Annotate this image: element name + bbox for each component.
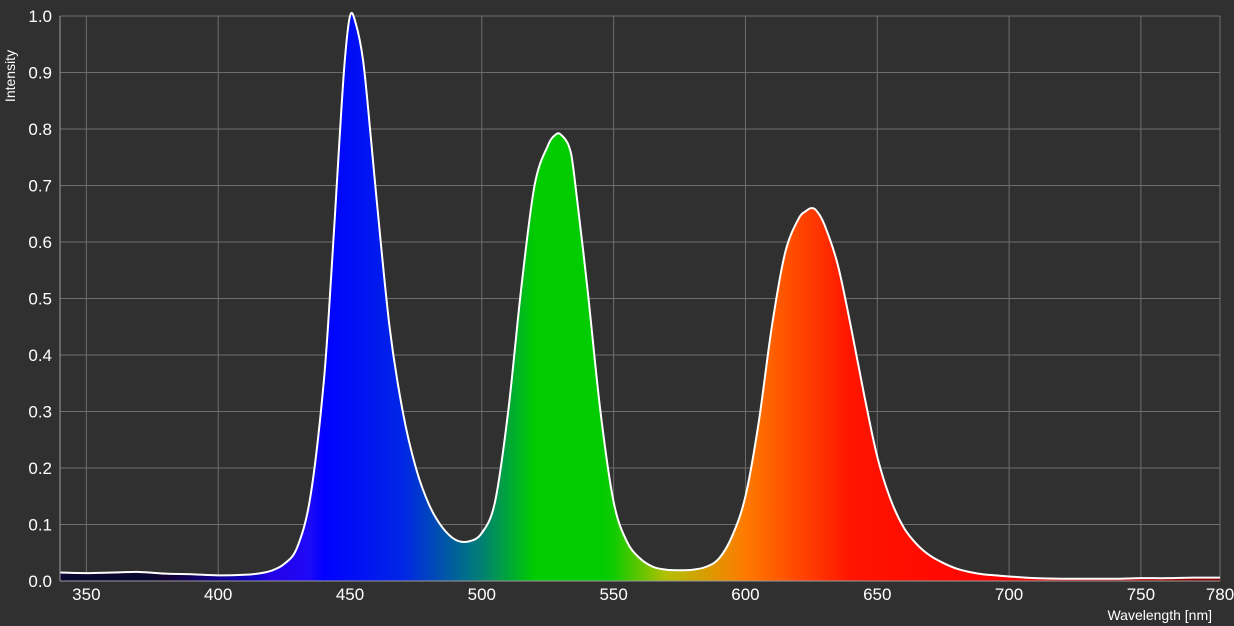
x-tick-label: 750 [1127, 585, 1155, 604]
x-tick-label: 780 [1206, 585, 1234, 604]
y-tick-label: 0.2 [28, 459, 52, 478]
y-tick-labels: 0.0 0.1 0.2 0.3 0.4 0.5 0.6 0.7 0.8 0.9 1.0 [28, 7, 52, 591]
x-tick-label: 400 [204, 585, 232, 604]
x-tick-label: 600 [731, 585, 759, 604]
x-tick-label: 550 [599, 585, 627, 604]
y-tick-label: 0.7 [28, 177, 52, 196]
spectrum-line [59, 11, 1221, 580]
y-tick-label: 0.4 [28, 346, 52, 365]
x-tick-label: 350 [72, 585, 100, 604]
x-axis-title: Wavelength [nm] [1107, 607, 1212, 623]
y-tick-label: 0.5 [28, 290, 52, 309]
y-tick-label: 0.6 [28, 233, 52, 252]
y-tick-label: 0.3 [28, 403, 52, 422]
y-tick-label: 1.0 [28, 7, 52, 26]
y-tick-label: 0.8 [28, 120, 52, 139]
spectrum-area [60, 12, 1220, 581]
x-tick-label: 450 [336, 585, 364, 604]
y-tick-label: 0.1 [28, 516, 52, 535]
x-tick-label: 500 [468, 585, 496, 604]
y-tick-label: 0.9 [28, 64, 52, 83]
y-tick-label: 0.0 [28, 572, 52, 591]
y-axis-title: Intensity [2, 50, 18, 102]
x-tick-label: 700 [995, 585, 1023, 604]
x-tick-labels: 350 400 450 500 550 600 650 700 750 780 [72, 585, 1234, 604]
x-tick-label: 650 [863, 585, 891, 604]
